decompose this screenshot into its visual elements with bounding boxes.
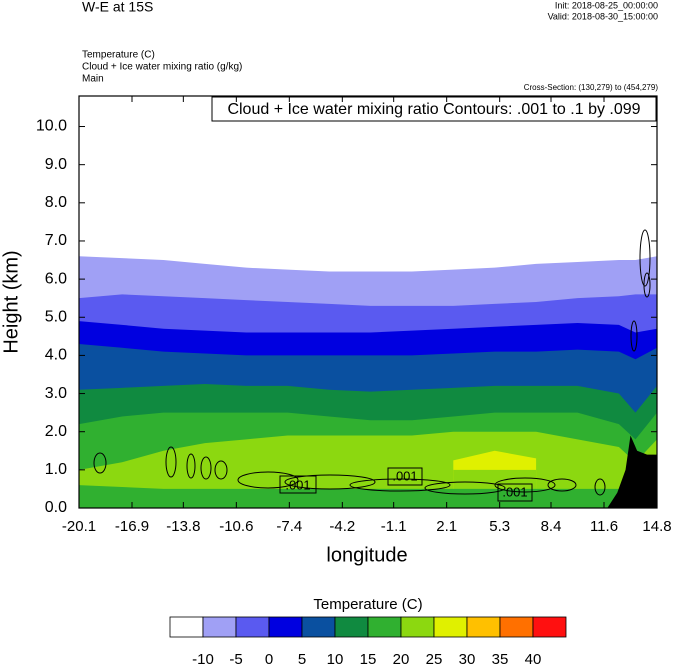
contour-label-box — [497, 483, 533, 502]
colorbar-swatch — [235, 616, 270, 638]
cloud-contour — [424, 481, 506, 495]
colorbar-label: 20 — [393, 651, 410, 667]
x-tick-label: 11.6 — [590, 518, 618, 535]
x-tick-label: -20.1 — [62, 518, 96, 535]
cloud-contour — [200, 456, 212, 480]
chart-title: W-E at 15S — [82, 0, 153, 15]
init-time: Init: 2018-08-25_00:00:00 — [555, 0, 658, 10]
cloud-contour — [165, 446, 177, 478]
x-tick-label: 2.1 — [436, 518, 457, 535]
colorbar-label: 30 — [459, 651, 476, 667]
field-label: Cloud + Ice water mixing ratio (g/kg) — [82, 62, 242, 73]
x-tick-label: -16.9 — [115, 518, 149, 535]
y-tick-label: 2.0 — [45, 423, 67, 440]
contour-label: .001 — [392, 468, 417, 483]
colorbar-swatch — [301, 616, 336, 638]
y-tick-label: 1.0 — [45, 461, 67, 478]
cloud-contour — [630, 320, 638, 352]
colorbar-label: 5 — [298, 651, 306, 667]
valid-time: Valid: 2018-08-30_15:00:00 — [548, 11, 658, 21]
cloud-contour — [214, 460, 228, 480]
y-tick-label: 8.0 — [45, 194, 67, 211]
colorbar-label: -10 — [192, 651, 214, 667]
cloud-contours — [93, 229, 651, 496]
field-layer — [79, 256, 657, 508]
contour-label: .001 — [502, 484, 527, 499]
colorbar-swatch — [400, 616, 435, 638]
cloud-contour — [639, 229, 651, 287]
y-tick-label: 6.0 — [45, 270, 67, 287]
x-tick-label: 14.8 — [642, 518, 671, 535]
x-tick-label: 8.4 — [541, 518, 562, 535]
colorbar-swatch — [532, 616, 567, 638]
contour-label-box — [387, 467, 423, 486]
colorbar-label: 35 — [492, 651, 509, 667]
y-tick-label: 10.0 — [36, 118, 67, 135]
colorbar-swatch — [334, 616, 369, 638]
colorbar-swatch — [169, 616, 204, 638]
y-tick-label: 3.0 — [45, 385, 67, 402]
colorbar-label: 15 — [360, 651, 377, 667]
y-tick-label: 9.0 — [45, 156, 67, 173]
x-tick-label: -10.6 — [219, 518, 253, 535]
colorbar-swatch — [268, 616, 303, 638]
cloud-contour — [237, 471, 299, 489]
cloud-contour — [594, 478, 606, 496]
colorbar: -10 -5 0 5 10 15 20 25 30 35 40 — [169, 616, 567, 667]
colorbar-label: -5 — [229, 651, 242, 667]
colorbar-swatch — [367, 616, 402, 638]
contour-label: .001 — [285, 477, 310, 492]
colorbar-swatch — [466, 616, 501, 638]
x-axis-label: longitude — [326, 544, 407, 566]
y-axis-label: Height (km) — [0, 250, 22, 353]
cloud-contour — [349, 478, 451, 492]
colorbar-swatch — [499, 616, 534, 638]
colorbar-swatch — [433, 616, 468, 638]
cloud-contour — [284, 474, 376, 490]
temperature-band — [79, 485, 657, 508]
colorbar-title: Temperature (C) — [313, 596, 422, 613]
colorbar-label: 0 — [265, 651, 273, 667]
x-tick-label: -4.2 — [329, 518, 355, 535]
cloud-contour — [643, 272, 651, 298]
y-tick-label: 7.0 — [45, 232, 67, 249]
y-tick-label: 5.0 — [45, 308, 67, 325]
cross-section-label: Cross-Section: (130,279) to (454,279) — [524, 83, 659, 92]
field-label: Temperature (C) — [82, 50, 155, 61]
cloud-contour — [494, 477, 556, 493]
terrain — [607, 435, 657, 508]
y-tick-label: 0.0 — [45, 499, 67, 516]
colorbar-label: 25 — [426, 651, 443, 667]
cloud-contour — [547, 478, 577, 492]
colorbar-label: 10 — [327, 651, 344, 667]
colorbar-swatch — [202, 616, 237, 638]
y-tick-label: 4.0 — [45, 347, 67, 364]
contour-info-box — [211, 96, 657, 122]
x-tick-label: -13.8 — [166, 518, 200, 535]
plot-frame — [78, 95, 658, 509]
cloud-contour — [93, 452, 107, 474]
contour-label-box — [279, 475, 317, 494]
cloud-contour — [186, 453, 196, 479]
x-tick-label: -1.1 — [381, 518, 407, 535]
x-tick-label: -7.4 — [276, 518, 302, 535]
colorbar-label: 40 — [525, 651, 542, 667]
field-label: Main — [82, 74, 104, 85]
contour-info: Cloud + Ice water mixing ratio Contours:… — [227, 101, 640, 118]
x-tick-label: 5.3 — [489, 518, 510, 535]
